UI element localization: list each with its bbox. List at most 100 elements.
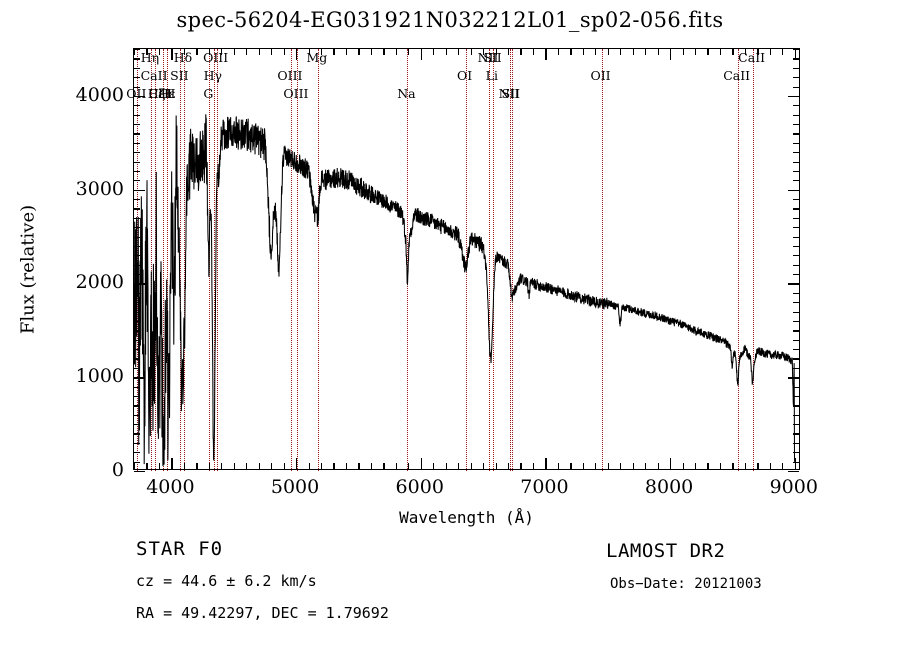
tick-mark xyxy=(196,463,198,469)
tick-mark xyxy=(134,161,140,163)
tick-mark xyxy=(134,452,140,454)
tick-mark xyxy=(695,463,697,469)
tick-mark xyxy=(283,49,285,55)
tick-mark xyxy=(146,463,148,469)
tick-mark xyxy=(134,395,140,398)
tick-mark xyxy=(782,49,784,55)
tick-mark xyxy=(296,49,298,60)
tick-mark xyxy=(793,114,799,116)
spectral-line-marker-5007 xyxy=(296,49,298,471)
x-tick-label-6000: 6000 xyxy=(395,476,444,498)
tick-mark xyxy=(793,49,799,51)
tick-mark xyxy=(757,49,759,55)
tick-mark xyxy=(793,245,799,248)
tick-mark xyxy=(793,433,799,435)
y-tick-label-0: 0 xyxy=(111,459,124,481)
coordinates-label: RA = 49.42297, DEC = 1.79692 xyxy=(136,604,389,622)
tick-mark xyxy=(782,463,784,469)
tick-mark xyxy=(183,49,186,55)
tick-mark xyxy=(395,49,397,55)
line-label-Mg-5175: Mg xyxy=(306,50,328,65)
tick-mark xyxy=(470,463,472,469)
tick-mark xyxy=(545,458,547,469)
tick-mark xyxy=(134,95,145,98)
y-tick-label-1000: 1000 xyxy=(75,365,124,388)
tick-mark xyxy=(732,49,734,55)
tick-mark xyxy=(788,377,799,379)
tick-mark xyxy=(495,463,497,469)
tick-mark xyxy=(793,302,799,304)
line-label-H-3968: H xyxy=(160,86,172,101)
tick-mark xyxy=(794,458,797,469)
tick-mark xyxy=(134,133,140,135)
tick-mark xyxy=(707,49,709,55)
tick-mark xyxy=(134,58,140,60)
tick-mark xyxy=(358,463,360,469)
tick-mark xyxy=(134,274,140,276)
tick-mark xyxy=(607,463,609,469)
tick-mark xyxy=(134,67,140,69)
spectral-line-marker-3836 xyxy=(150,49,152,471)
tick-mark xyxy=(370,463,373,469)
tick-mark xyxy=(333,49,335,55)
tick-mark xyxy=(134,311,140,313)
line-label-Li-6578: Li xyxy=(485,68,498,83)
line-label-OIII-4363: OIII xyxy=(203,50,229,65)
tick-mark xyxy=(370,49,373,55)
tick-mark xyxy=(793,339,799,341)
tick-mark xyxy=(433,463,435,469)
tick-mark xyxy=(134,349,140,351)
tick-mark xyxy=(433,49,435,55)
tick-mark xyxy=(233,463,235,469)
line-label-CaII-8662: CaII xyxy=(738,50,766,65)
flux-line xyxy=(134,114,796,467)
tick-mark xyxy=(134,264,140,266)
tick-mark xyxy=(793,452,799,454)
tick-mark xyxy=(793,395,799,398)
tick-mark xyxy=(793,142,799,144)
tick-mark xyxy=(134,461,140,463)
tick-mark xyxy=(134,442,140,445)
tick-mark xyxy=(793,274,799,276)
x-axis-title: Wavelength (Å) xyxy=(399,508,534,527)
tick-mark xyxy=(632,463,634,469)
spectral-line-marker-3968 xyxy=(167,49,169,471)
spectral-line-marker-4305 xyxy=(209,49,211,471)
tick-mark xyxy=(183,463,186,469)
tick-mark xyxy=(532,463,535,469)
y-tick-label-4000: 4000 xyxy=(75,83,124,106)
tick-mark xyxy=(420,458,423,469)
tick-mark xyxy=(793,133,799,135)
tick-mark xyxy=(134,377,145,379)
tick-mark xyxy=(793,320,799,323)
line-label-Hε-3970: Hε xyxy=(157,86,176,101)
tick-mark xyxy=(532,49,535,55)
tick-mark xyxy=(445,463,447,469)
tick-mark xyxy=(793,424,799,426)
line-label-CaII-3869: CaII xyxy=(140,68,168,83)
tick-mark xyxy=(732,463,734,469)
line-label-Hγ-4340: Hγ xyxy=(203,68,222,83)
tick-mark xyxy=(134,255,140,257)
tick-mark xyxy=(134,424,140,426)
tick-mark xyxy=(670,49,672,60)
tick-mark xyxy=(134,217,140,219)
tick-mark xyxy=(470,49,472,55)
tick-mark xyxy=(333,463,335,469)
spectral-line-marker-8542 xyxy=(737,49,739,471)
spectral-line-marker-5175 xyxy=(317,49,319,471)
spectral-line-marker-4072 xyxy=(180,49,182,471)
tick-mark xyxy=(134,49,136,55)
tick-mark xyxy=(793,180,799,182)
tick-mark xyxy=(134,236,140,238)
tick-mark xyxy=(632,49,634,55)
x-tick-label-8000: 8000 xyxy=(644,476,694,498)
line-label-G-4305: G xyxy=(203,86,214,101)
spectral-line-marker-6731 xyxy=(511,49,513,471)
tick-mark xyxy=(134,320,140,323)
tick-mark xyxy=(134,105,140,107)
tick-mark xyxy=(520,49,522,55)
tick-mark xyxy=(582,49,584,55)
tick-mark xyxy=(296,458,298,469)
tick-mark xyxy=(383,463,385,469)
